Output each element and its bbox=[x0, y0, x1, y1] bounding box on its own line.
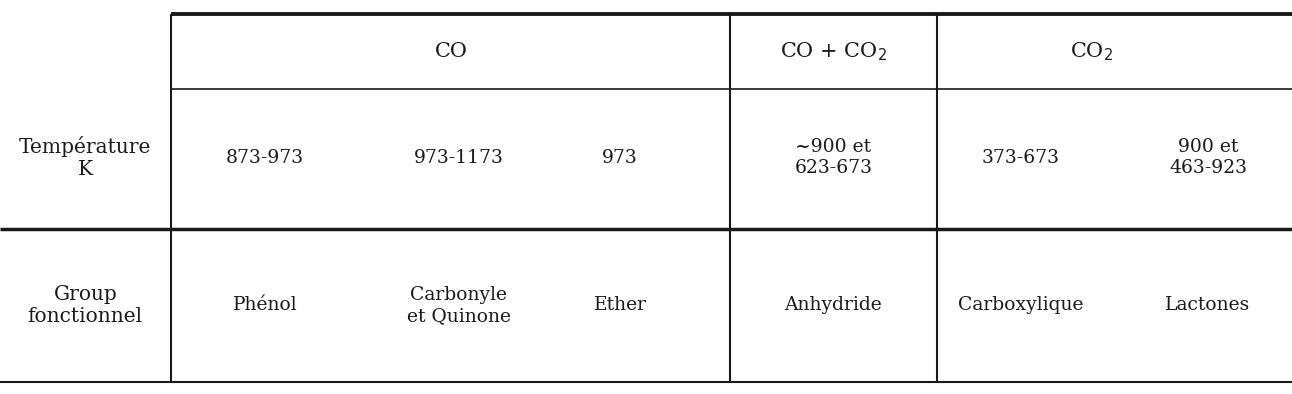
Text: Lactones: Lactones bbox=[1165, 296, 1251, 314]
Text: 973: 973 bbox=[602, 149, 638, 167]
Text: Carbonyle
et Quinone: Carbonyle et Quinone bbox=[407, 286, 510, 325]
Text: 973-1173: 973-1173 bbox=[413, 149, 504, 167]
Text: Group
fonctionnel: Group fonctionnel bbox=[27, 285, 143, 326]
Text: 873-973: 873-973 bbox=[226, 149, 304, 167]
Text: CO + CO$_2$: CO + CO$_2$ bbox=[780, 40, 886, 63]
Text: CO$_2$: CO$_2$ bbox=[1070, 40, 1114, 63]
Text: Carboxylique: Carboxylique bbox=[957, 296, 1084, 314]
Text: ~900 et
623-673: ~900 et 623-673 bbox=[795, 138, 872, 177]
Text: Ether: Ether bbox=[593, 296, 647, 314]
Text: Température
K: Température K bbox=[19, 136, 151, 179]
Text: Phénol: Phénol bbox=[233, 296, 297, 314]
Text: Anhydride: Anhydride bbox=[784, 296, 882, 314]
Text: CO: CO bbox=[434, 42, 468, 61]
Text: 900 et
463-923: 900 et 463-923 bbox=[1169, 138, 1247, 177]
Text: 373-673: 373-673 bbox=[982, 149, 1059, 167]
